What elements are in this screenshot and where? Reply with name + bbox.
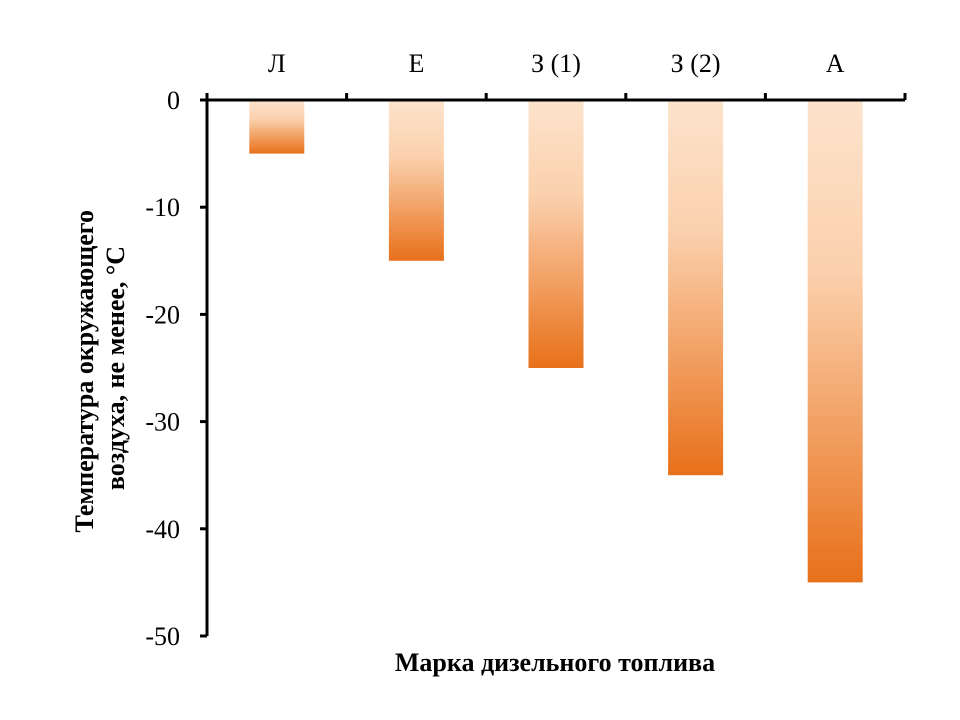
bar-4 — [668, 100, 724, 476]
y-axis-title: Температура окружающего воздуха, не мене… — [70, 204, 130, 533]
y-tick-labels-group: 0 -10 -20 -30 -40 -50 — [145, 86, 180, 651]
y-tick-label-4: -30 — [145, 408, 180, 437]
bars-group — [249, 100, 863, 583]
x-tick-label-4: З (2) — [671, 49, 721, 78]
y-tick-label-6: -50 — [145, 622, 180, 651]
bar-2 — [388, 100, 444, 261]
x-tick-label-3: З (1) — [531, 49, 581, 78]
y-tick-label-5: -40 — [145, 515, 180, 544]
x-ticks-group — [205, 93, 907, 100]
bar-1 — [249, 100, 305, 154]
x-tick-label-1: Л — [268, 49, 286, 78]
x-axis-title: Марка дизельного топлива — [395, 648, 715, 677]
bar-5 — [807, 100, 863, 583]
y-tick-label-1: 0 — [167, 86, 180, 115]
y-tick-label-2: -10 — [145, 193, 180, 222]
y-ticks-group — [200, 98, 207, 638]
plot-area: 0 -10 -20 -30 -40 -50 Л Е З (1) З (2) А — [145, 49, 907, 651]
x-tick-labels-group: Л Е З (1) З (2) А — [268, 49, 845, 78]
bar-3 — [528, 100, 584, 368]
x-tick-label-2: Е — [408, 49, 424, 78]
y-axis-title-line-1: Температура окружающего — [70, 210, 99, 532]
y-axis-title-line-2: воздуха, не менее, °С — [101, 246, 130, 490]
x-tick-label-5: А — [826, 49, 845, 78]
y-tick-label-3: -20 — [145, 300, 180, 329]
